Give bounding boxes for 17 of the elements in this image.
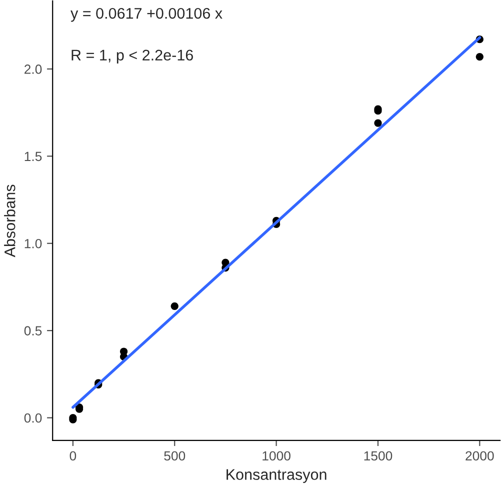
x-tick-label: 500 bbox=[164, 451, 186, 461]
x-tick-label: 2000 bbox=[466, 451, 494, 461]
y-tick-label: 1.5 bbox=[24, 152, 42, 162]
annotation: y = 0.0617 +0.00106 x bbox=[70, 8, 222, 22]
x-axis-title: Konsantrasyon bbox=[226, 469, 326, 483]
y-tick-label: 0.0 bbox=[24, 413, 42, 423]
point bbox=[374, 119, 382, 127]
x-tick-label: 0 bbox=[70, 451, 76, 461]
point bbox=[476, 52, 484, 61]
point bbox=[170, 302, 178, 310]
y-tick-label: 2.0 bbox=[24, 64, 42, 74]
x-tick-label: 1000 bbox=[262, 451, 290, 461]
y-tick-label: 0.5 bbox=[24, 326, 42, 336]
x-tick-label: 1500 bbox=[364, 451, 392, 461]
annotation: R = 1, p < 2.2e-16 bbox=[72, 50, 193, 64]
y-tick-label: 1.0 bbox=[24, 238, 42, 248]
y-axis-title: Absorbans bbox=[4, 184, 16, 258]
